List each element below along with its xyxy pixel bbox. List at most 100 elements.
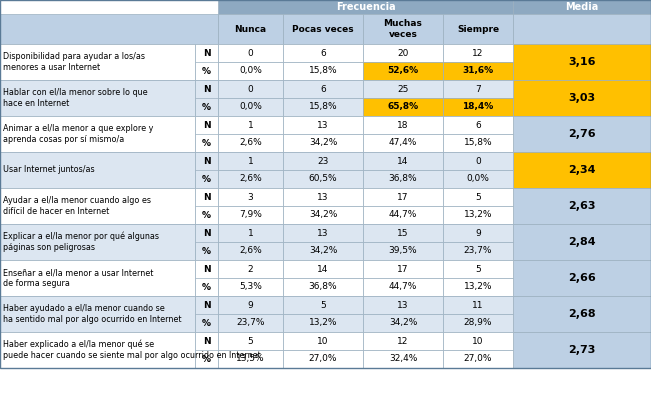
Text: 6: 6 xyxy=(320,85,326,94)
Text: Muchas
veces: Muchas veces xyxy=(383,19,422,39)
Text: 2,76: 2,76 xyxy=(568,129,596,139)
Bar xyxy=(218,332,283,350)
Bar xyxy=(513,296,651,332)
Bar xyxy=(195,278,218,296)
Bar xyxy=(443,332,513,350)
Text: 10: 10 xyxy=(317,337,329,346)
Text: %: % xyxy=(202,139,211,147)
Text: Explicar a el/la menor por qué algunas
páginas son peligrosas: Explicar a el/la menor por qué algunas p… xyxy=(3,232,159,252)
Bar xyxy=(283,242,363,260)
Bar xyxy=(195,296,218,332)
Bar xyxy=(195,116,218,152)
Text: Haber ayudado a el/la menor cuando se
ha sentido mal por algo ocurrido en Intern: Haber ayudado a el/la menor cuando se ha… xyxy=(3,304,182,324)
Bar xyxy=(283,152,363,170)
Text: 5: 5 xyxy=(247,337,253,346)
Bar xyxy=(218,62,283,80)
Bar xyxy=(363,62,443,80)
Text: 12: 12 xyxy=(473,49,484,58)
Text: 14: 14 xyxy=(397,156,409,166)
Text: 7: 7 xyxy=(475,85,481,94)
Bar xyxy=(363,332,443,350)
Text: 23,7%: 23,7% xyxy=(236,318,265,327)
Bar xyxy=(0,80,195,116)
Text: 2,68: 2,68 xyxy=(568,309,596,319)
Bar xyxy=(443,116,513,134)
Bar xyxy=(283,170,363,188)
Text: 34,2%: 34,2% xyxy=(389,318,417,327)
Bar xyxy=(218,188,283,206)
Text: 12: 12 xyxy=(397,337,409,346)
Text: 5: 5 xyxy=(475,192,481,201)
Bar xyxy=(443,260,513,278)
Text: Pocas veces: Pocas veces xyxy=(292,24,353,34)
Text: %: % xyxy=(202,211,211,220)
Bar xyxy=(218,14,283,44)
Bar xyxy=(0,152,195,188)
Text: 2,73: 2,73 xyxy=(568,345,596,355)
Bar xyxy=(443,206,513,224)
Text: 15,8%: 15,8% xyxy=(309,102,337,111)
Text: %: % xyxy=(202,282,211,292)
Bar xyxy=(283,314,363,332)
Bar xyxy=(218,134,283,152)
Bar xyxy=(513,0,651,14)
Text: Animar a el/la menor a que explore y
aprenda cosas por sí mismo/a: Animar a el/la menor a que explore y apr… xyxy=(3,124,154,144)
Bar xyxy=(363,188,443,206)
Text: 0,0%: 0,0% xyxy=(467,175,490,184)
Text: 7,9%: 7,9% xyxy=(239,211,262,220)
Bar xyxy=(218,98,283,116)
Text: 2,6%: 2,6% xyxy=(239,139,262,147)
Text: N: N xyxy=(202,228,210,237)
Text: 6: 6 xyxy=(475,120,481,130)
Bar xyxy=(283,296,363,314)
Bar xyxy=(443,98,513,116)
Bar xyxy=(0,296,195,332)
Text: 60,5%: 60,5% xyxy=(309,175,337,184)
Text: 1: 1 xyxy=(247,228,253,237)
Bar xyxy=(195,350,218,368)
Text: %: % xyxy=(202,246,211,256)
Bar xyxy=(195,152,218,188)
Text: 9: 9 xyxy=(247,301,253,310)
Bar xyxy=(283,260,363,278)
Bar xyxy=(363,170,443,188)
Bar xyxy=(218,260,283,278)
Bar xyxy=(363,80,443,98)
Text: 1: 1 xyxy=(247,156,253,166)
Bar xyxy=(443,134,513,152)
Bar xyxy=(195,242,218,260)
Bar xyxy=(443,224,513,242)
Text: Frecuencia: Frecuencia xyxy=(336,2,395,12)
Text: 0: 0 xyxy=(247,85,253,94)
Text: 5: 5 xyxy=(320,301,326,310)
Bar xyxy=(443,350,513,368)
Bar xyxy=(195,260,218,296)
Text: 2,63: 2,63 xyxy=(568,201,596,211)
Text: 11: 11 xyxy=(472,301,484,310)
Bar xyxy=(195,170,218,188)
Text: 0,0%: 0,0% xyxy=(239,66,262,75)
Text: 36,8%: 36,8% xyxy=(309,282,337,292)
Bar xyxy=(218,152,283,170)
Bar xyxy=(363,296,443,314)
Bar xyxy=(443,296,513,314)
Text: N: N xyxy=(202,120,210,130)
Bar xyxy=(195,44,218,80)
Text: %: % xyxy=(202,102,211,111)
Bar xyxy=(283,332,363,350)
Bar xyxy=(363,14,443,44)
Bar xyxy=(513,116,651,152)
Bar xyxy=(443,278,513,296)
Bar xyxy=(0,332,195,368)
Bar xyxy=(363,350,443,368)
Text: 5,3%: 5,3% xyxy=(239,282,262,292)
Bar xyxy=(443,188,513,206)
Bar xyxy=(0,224,195,260)
Bar xyxy=(218,206,283,224)
Text: 13,2%: 13,2% xyxy=(309,318,337,327)
Bar xyxy=(283,278,363,296)
Bar xyxy=(218,242,283,260)
Bar xyxy=(283,98,363,116)
Text: 6: 6 xyxy=(320,49,326,58)
Text: 18,4%: 18,4% xyxy=(462,102,493,111)
